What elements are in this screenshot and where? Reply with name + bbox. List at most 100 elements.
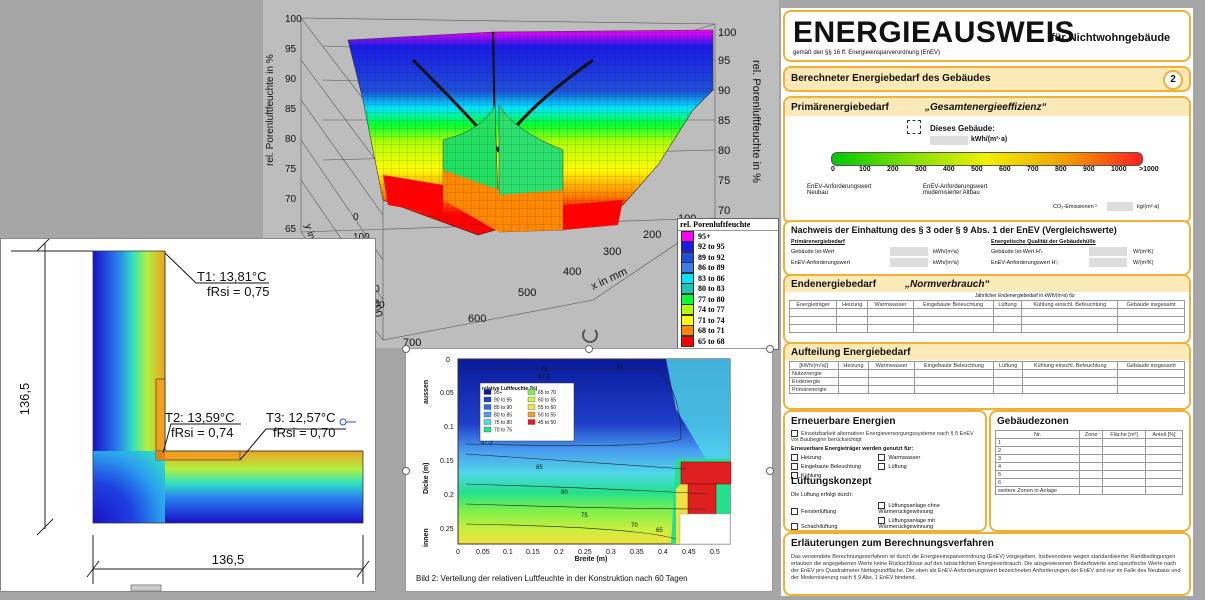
rotate-handle-icon[interactable] — [582, 327, 598, 343]
table-cell[interactable] — [1144, 438, 1184, 447]
table-cell[interactable] — [868, 385, 915, 394]
table-cell[interactable] — [1021, 385, 1119, 394]
table-cell[interactable] — [913, 385, 995, 394]
table-cell[interactable] — [1021, 369, 1119, 378]
table-cell[interactable] — [867, 324, 914, 333]
table-cell[interactable] — [867, 316, 914, 325]
checkbox-option[interactable]: Warmwasser — [878, 454, 965, 461]
table-cell[interactable] — [1079, 486, 1104, 495]
table-cell[interactable] — [1021, 316, 1119, 325]
table-cell[interactable] — [992, 308, 1023, 317]
table-cell[interactable] — [1102, 470, 1146, 479]
humidity-legend-label: 85 to 90 — [494, 405, 512, 411]
table-cell[interactable]: 6 — [994, 478, 1081, 487]
table-cell[interactable] — [993, 377, 1023, 386]
table-cell[interactable] — [788, 324, 838, 333]
resize-handle-r[interactable] — [766, 467, 774, 475]
table-cell[interactable] — [1079, 462, 1104, 471]
checkbox-option[interactable]: Lüftungsanlage ohne Wärmerückgewinnung — [878, 502, 965, 515]
table-cell[interactable] — [836, 316, 869, 325]
table-cell[interactable] — [1079, 438, 1104, 447]
checkbox[interactable] — [791, 472, 798, 479]
resize-handle-tr[interactable] — [766, 345, 774, 353]
table-cell[interactable] — [868, 377, 915, 386]
table-cell[interactable] — [1021, 324, 1119, 333]
table-cell[interactable] — [1144, 454, 1184, 463]
checkbox-option[interactable]: Eingebaute Beleuchtung — [791, 463, 878, 470]
table-cell[interactable] — [1079, 470, 1104, 479]
table-cell[interactable] — [837, 369, 870, 378]
checkbox-option[interactable]: Lüftungsanlage mit Wärmerückgewinnung — [878, 517, 965, 530]
table-cell[interactable] — [868, 369, 915, 378]
table-cell[interactable] — [1144, 478, 1184, 487]
table-cell[interactable] — [1079, 478, 1104, 487]
table-cell[interactable] — [1117, 369, 1185, 378]
table-cell[interactable] — [1117, 324, 1185, 333]
checkbox[interactable] — [878, 454, 886, 461]
resize-handle-l[interactable] — [402, 467, 410, 475]
table-cell[interactable] — [993, 385, 1023, 394]
checkbox[interactable] — [878, 517, 886, 525]
table-cell[interactable] — [913, 377, 995, 386]
table-cell[interactable]: 5 — [994, 470, 1081, 479]
table-cell[interactable] — [1144, 470, 1184, 479]
table-cell[interactable]: Endenergie — [789, 377, 839, 386]
table-cell[interactable] — [1079, 454, 1104, 463]
table-row: 1 — [994, 438, 1184, 447]
checkbox[interactable] — [791, 508, 798, 516]
table-cell[interactable] — [1021, 377, 1119, 386]
table-cell[interactable] — [1144, 462, 1184, 471]
table-cell[interactable] — [1102, 486, 1146, 495]
checkbox[interactable] — [791, 463, 798, 470]
resize-handle-tl[interactable] — [402, 345, 410, 353]
table-cell[interactable] — [992, 324, 1023, 333]
table-cell[interactable] — [1117, 377, 1185, 386]
resize-handle-t[interactable] — [585, 345, 593, 353]
table-cell[interactable]: Primärenergie — [789, 385, 839, 394]
table-cell[interactable]: weitere Zonen in Anlage — [994, 486, 1081, 495]
checkbox[interactable] — [878, 502, 886, 509]
checkbox-option[interactable]: Kühlung — [791, 472, 878, 479]
table-cell[interactable] — [1102, 454, 1146, 463]
table-cell[interactable] — [1144, 446, 1184, 455]
svg-text:75: 75 — [285, 164, 297, 175]
table-cell[interactable] — [837, 377, 870, 386]
checkbox[interactable] — [791, 454, 798, 461]
checkbox[interactable] — [878, 463, 886, 470]
table-cell[interactable] — [1102, 438, 1146, 447]
checkbox[interactable] — [791, 523, 798, 531]
table-cell[interactable] — [1021, 308, 1119, 317]
table-cell[interactable] — [788, 308, 838, 317]
table-cell[interactable]: 2 — [994, 446, 1081, 455]
table-cell[interactable] — [912, 324, 994, 333]
checkbox-option[interactable]: Fensterlüftung — [791, 508, 878, 516]
table-cell[interactable] — [992, 316, 1023, 325]
table-cell[interactable]: Nutzenergie — [789, 369, 839, 378]
table-cell[interactable] — [1102, 478, 1146, 487]
table-cell[interactable] — [1144, 486, 1184, 495]
renewable-box: Erneuerbare Energien Einsetzbarkeit alte… — [783, 410, 987, 532]
table-cell[interactable] — [1117, 308, 1185, 317]
table-cell[interactable] — [912, 308, 994, 317]
table-cell[interactable] — [993, 369, 1023, 378]
checkbox-option[interactable]: Lüftung — [878, 463, 965, 470]
table-cell[interactable] — [837, 385, 870, 394]
table-cell[interactable] — [913, 369, 995, 378]
table-cell[interactable] — [1102, 446, 1146, 455]
table-cell[interactable] — [1117, 316, 1185, 325]
table-cell[interactable] — [1102, 462, 1146, 471]
scroll-thumb[interactable] — [130, 584, 162, 592]
table-cell[interactable] — [1079, 446, 1104, 455]
table-cell[interactable] — [836, 308, 869, 317]
table-cell[interactable]: 3 — [994, 454, 1081, 463]
table-cell[interactable] — [836, 324, 869, 333]
table-cell[interactable]: 1 — [994, 438, 1081, 447]
table-cell[interactable] — [788, 316, 838, 325]
table-cell[interactable] — [867, 308, 914, 317]
table-cell[interactable] — [1117, 385, 1185, 394]
checkbox-option[interactable]: Schachtlüftung — [791, 523, 878, 531]
checkbox-option[interactable]: Heizung — [791, 454, 878, 461]
table-cell[interactable] — [912, 316, 994, 325]
table-cell[interactable]: 4 — [994, 462, 1081, 471]
